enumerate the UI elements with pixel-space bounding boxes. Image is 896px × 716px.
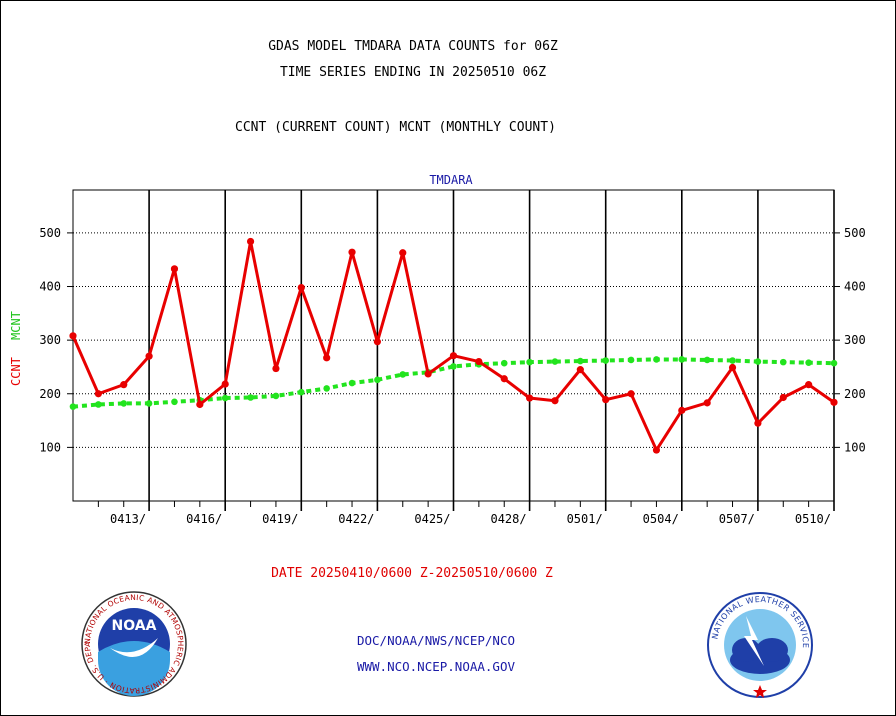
y-tick-label-right: 400: [844, 280, 866, 294]
ccnt-point: [678, 406, 686, 414]
mcnt-point: [500, 359, 508, 367]
mcnt-point: [323, 385, 330, 392]
ccnt-point: [196, 400, 204, 409]
chart-title-line-1: GDAS MODEL TMDARA DATA COUNTS for 06Z: [268, 39, 558, 54]
mcnt-point: [627, 356, 635, 364]
x-tick-label: 0422/: [338, 512, 374, 526]
ccnt-point: [526, 394, 534, 402]
mcnt-point: [450, 363, 457, 370]
y-tick-label-left: 100: [39, 440, 61, 454]
mcnt-point: [221, 394, 229, 402]
y-tick-label-right: 500: [844, 226, 866, 240]
noaa-logo: NOAA NATIONAL OCEANIC AND ATMOSPHERIC AD…: [80, 590, 187, 697]
mcnt-point: [171, 398, 178, 406]
ccnt-point: [145, 352, 153, 360]
y-tick-label-right: 100: [844, 440, 866, 454]
x-tick-label: 0428/: [490, 512, 526, 526]
axis-ticks: 100 100 200 200 300 300 400 400 500 500 0413/0416/…: [39, 226, 865, 526]
chart-subtitle: CCNT (CURRENT COUNT) MCNT (MONTHLY COUNT…: [235, 120, 556, 135]
mcnt-point: [577, 357, 584, 365]
mcnt-point: [729, 357, 736, 364]
ccnt-point: [69, 332, 77, 340]
mcnt-point: [120, 400, 128, 407]
mcnt-point: [247, 394, 254, 401]
ccnt-point: [830, 398, 838, 406]
ccnt-point: [551, 397, 559, 405]
mcnt-point: [830, 359, 838, 367]
y-tick-label-left: 200: [39, 387, 61, 401]
ccnt-point: [703, 399, 711, 407]
series-group: [69, 237, 838, 454]
ccnt-point: [399, 249, 407, 257]
mcnt-point: [69, 403, 77, 410]
mcnt-point: [272, 392, 280, 400]
ccnt-point: [500, 375, 508, 383]
ccnt-point: [652, 446, 661, 454]
y-axis-label-ccnt: CCNT: [9, 357, 23, 386]
mcnt-point: [551, 358, 559, 365]
mcnt-point: [678, 356, 686, 363]
x-tick-label: 0504/: [643, 512, 679, 526]
mcnt-point: [348, 379, 356, 387]
ccnt-point: [246, 237, 255, 246]
ccnt-point: [627, 390, 635, 398]
mcnt-point: [95, 401, 102, 408]
mcnt-point: [602, 357, 609, 364]
ccnt-point: [602, 396, 610, 404]
mcnt-point: [779, 358, 787, 366]
ccnt-point: [475, 357, 483, 366]
date-range-label: DATE 20250410/0600 Z-20250510/0600 Z: [271, 566, 553, 581]
ccnt-point: [449, 352, 458, 360]
y-tick-label-left: 500: [39, 226, 61, 240]
y-tick-label-left: 300: [39, 333, 61, 347]
ccnt-point: [120, 381, 128, 389]
plot-title: TMDARA: [429, 173, 473, 187]
ccnt-point: [297, 283, 305, 292]
y-axis-label-mcnt: MCNT: [9, 311, 23, 340]
x-tick-label: 0510/: [795, 512, 831, 526]
ccnt-point: [779, 393, 787, 402]
svg-text:NOAA: NOAA: [112, 618, 157, 634]
grid-lines: [73, 190, 835, 501]
nws-logo: NATIONAL WEATHER SERVICE: [707, 592, 813, 698]
x-tick-label: 0419/: [262, 512, 298, 526]
mcnt-point: [145, 400, 153, 407]
ccnt-point: [576, 366, 584, 374]
y-tick-label-right: 200: [844, 387, 866, 401]
ccnt-point: [805, 381, 813, 389]
y-tick-label-left: 400: [39, 280, 61, 294]
ccnt-point: [348, 248, 356, 256]
mcnt-point: [653, 356, 660, 363]
mcnt-point: [805, 359, 812, 366]
ccnt-point: [728, 363, 737, 372]
ccnt-point: [323, 354, 331, 362]
mcnt-point: [754, 358, 762, 365]
ccnt-point: [170, 265, 179, 273]
footer-website: WWW.NCO.NCEP.NOAA.GOV: [356, 659, 516, 674]
ccnt-point: [373, 338, 381, 346]
ccnt-point: [94, 390, 102, 398]
x-tick-label: 0507/: [719, 512, 755, 526]
mcnt-point: [703, 356, 711, 364]
footer-org-path: DOC/NOAA/NWS/NCEP/NCO: [356, 633, 516, 648]
mcnt-point: [526, 358, 533, 366]
x-tick-label: 0416/: [186, 512, 222, 526]
x-tick-label: 0413/: [110, 512, 146, 526]
ccnt-point: [424, 370, 432, 378]
ccnt-point: [754, 419, 762, 427]
ccnt-point: [272, 364, 280, 373]
x-tick-label: 0501/: [567, 512, 603, 526]
chart-title-line-2: TIME SERIES ENDING IN 20250510 06Z: [279, 65, 547, 80]
y-tick-label-right: 300: [844, 333, 866, 347]
mcnt-point: [374, 376, 381, 384]
mcnt-point: [298, 388, 305, 396]
mcnt-point: [399, 371, 407, 378]
x-tick-label: 0425/: [414, 512, 450, 526]
ccnt-point: [221, 380, 229, 388]
